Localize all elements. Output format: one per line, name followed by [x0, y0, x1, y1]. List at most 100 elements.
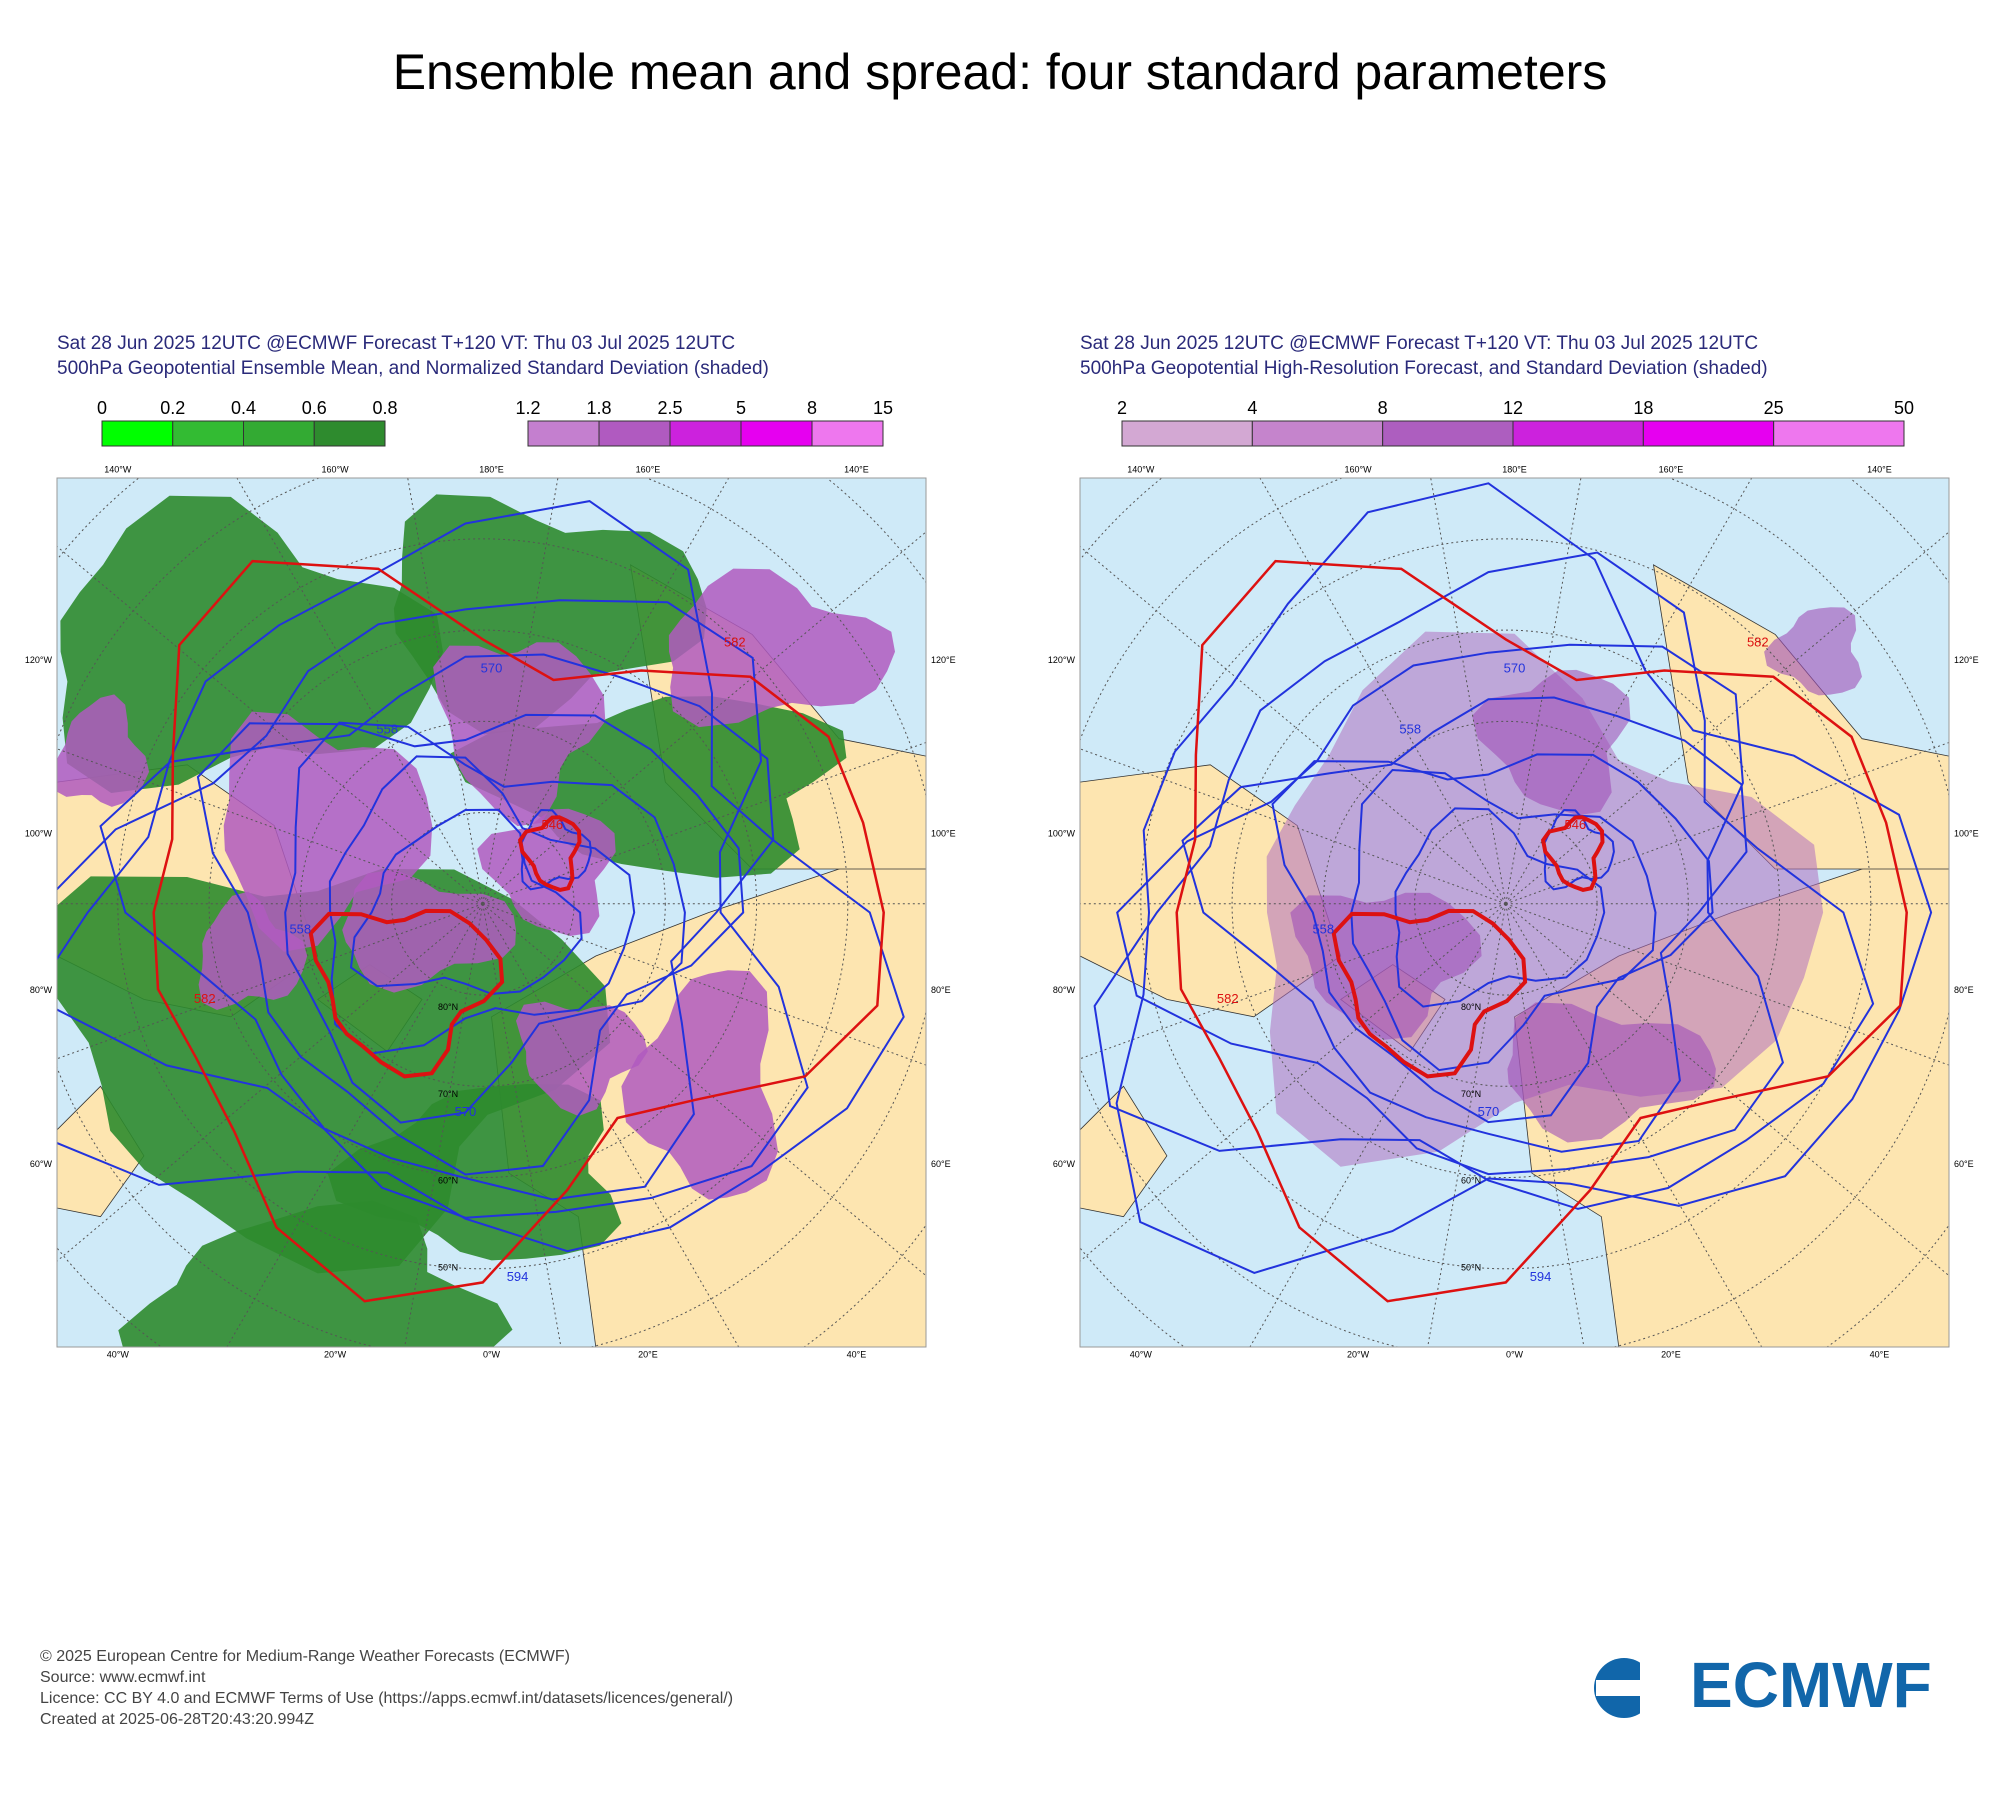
lat-label: 80°N [438, 1002, 458, 1012]
lon-label: 60°E [931, 1159, 951, 1169]
colorbar-swatch [1512, 420, 1644, 447]
colorbar-tick-label: 0 [97, 398, 107, 418]
lon-label: 40°E [847, 1349, 867, 1359]
lon-label: 140°E [1867, 464, 1892, 474]
contour-blue [349, 808, 583, 995]
logo-text: ECMWF [1690, 1649, 1932, 1721]
colorbar-swatch [243, 420, 315, 447]
contour-label: 594 [1530, 1269, 1552, 1284]
colorbar-tick-label: 0.2 [160, 398, 185, 418]
colorbar-tick-label: 12 [1503, 398, 1523, 418]
contour-label: 558 [376, 721, 398, 736]
contour-label: 582 [1217, 991, 1239, 1006]
graticule [1322, 720, 1689, 1087]
lon-label: 20°W [324, 1349, 347, 1359]
colorbar-tick-label: 8 [807, 398, 817, 418]
colorbar-swatch [527, 420, 600, 447]
shade-purple [1507, 1002, 1716, 1143]
colorbar-swatch [1121, 420, 1253, 447]
lat-label: 20°N [438, 1522, 458, 1532]
lon-label: 100°W [25, 829, 53, 839]
lon-label: 140°E [844, 464, 869, 474]
lat-label: 40°N [1461, 1349, 1481, 1359]
contour-red [1175, 559, 1908, 1303]
colorbar-tick-label: 1.2 [515, 398, 540, 418]
lon-label: 20°E [1661, 1349, 1681, 1359]
graticule [299, 720, 666, 1087]
colorbar-swatch [598, 420, 671, 447]
colorbar-swatch [1773, 420, 1905, 447]
lon-label: 120°E [1954, 655, 1979, 665]
shade-purple [223, 711, 433, 952]
colorbar-tick-label: 2 [1117, 398, 1127, 418]
lat-label: 70°N [1461, 1089, 1481, 1099]
lon-label: 0°W [483, 1349, 501, 1359]
footer-line: Licence: CC BY 4.0 and ECMWF Terms of Us… [40, 1690, 733, 1707]
contour-label: 558 [1399, 721, 1421, 736]
logo: ECMWF [1594, 1649, 1932, 1721]
panel-header: 500hPa Geopotential High-Resolution Fore… [1080, 358, 1768, 379]
contour-label: 546 [1564, 817, 1586, 832]
colorbar-tick-label: 5 [736, 398, 746, 418]
lat-label: 70°N [438, 1089, 458, 1099]
panel-header: Sat 28 Jun 2025 12UTC @ECMWF Forecast T+… [57, 333, 735, 354]
lon-label: 40°W [1130, 1349, 1153, 1359]
contour-label: 546 [541, 817, 563, 832]
colorbar-tick-label: 18 [1633, 398, 1653, 418]
contour-label: 582 [1747, 635, 1769, 650]
lat-label: 20°N [1461, 1522, 1481, 1532]
lat-label: 60°N [1461, 1176, 1481, 1186]
lon-label: 120°E [931, 655, 956, 665]
colorbar-tick-label: 0.4 [231, 398, 256, 418]
contour-label: 558 [289, 921, 311, 936]
contour-red [152, 559, 885, 1303]
lon-label: 80°W [30, 985, 53, 995]
colorbar-tick-label: 8 [1378, 398, 1388, 418]
colorbar-tick-label: 1.8 [586, 398, 611, 418]
lon-label: 120°W [25, 655, 53, 665]
page-title: Ensemble mean and spread: four standard … [393, 44, 1608, 100]
lat-label: 30°N [438, 1436, 458, 1446]
lon-label: 100°E [931, 829, 956, 839]
graticule [1140, 538, 1872, 1270]
lon-label: 180°E [1502, 464, 1527, 474]
shade-purple [516, 1001, 648, 1117]
lat-label: 50°N [438, 1262, 458, 1272]
contour-blue [57, 500, 905, 1253]
contour-blue [1116, 643, 1784, 1176]
land [57, 1085, 145, 1218]
colorbar-tick-label: 15 [873, 398, 893, 418]
colorbar-tick-label: 0.6 [302, 398, 327, 418]
contour-label: 582 [194, 991, 216, 1006]
lat-label: 40°N [438, 1349, 458, 1359]
contour-label: 570 [1478, 1104, 1500, 1119]
shade-purple [433, 642, 606, 827]
contour-red [308, 908, 505, 1079]
contour-blue [57, 599, 809, 1219]
colorbar-tick-label: 50 [1894, 398, 1914, 418]
lon-label: 160°E [1659, 464, 1684, 474]
colorbar-tick-label: 2.5 [657, 398, 682, 418]
contour-blue [1115, 482, 1933, 1274]
lon-label: 180°E [479, 464, 504, 474]
lon-label: 80°W [1053, 985, 1076, 995]
contour-label: 570 [1504, 661, 1526, 676]
shade-purple [1472, 669, 1631, 816]
contour-label: 594 [507, 1269, 529, 1284]
lon-label: 120°W [1048, 655, 1076, 665]
lon-label: 100°E [1954, 829, 1979, 839]
colorbar-swatch [1382, 420, 1514, 447]
contour-blue [1093, 551, 1875, 1210]
lon-label: 60°W [1053, 1159, 1076, 1169]
colorbar-swatch [740, 420, 813, 447]
footer-line: Created at 2025-06-28T20:43:20.994Z [40, 1711, 314, 1728]
land [1080, 1085, 1168, 1218]
lon-label: 160°W [1345, 464, 1373, 474]
colorbar-swatch [811, 420, 884, 447]
lon-label: 140°W [104, 464, 132, 474]
lat-label: 30°N [1461, 1436, 1481, 1446]
contour-label: 582 [724, 635, 746, 650]
lon-label: 20°W [1347, 1349, 1370, 1359]
footer: © 2025 European Centre for Medium-Range … [40, 1648, 733, 1728]
colorbar-swatch [101, 420, 174, 447]
